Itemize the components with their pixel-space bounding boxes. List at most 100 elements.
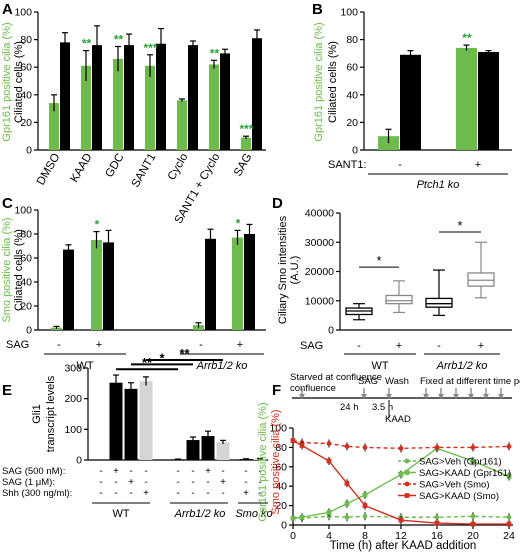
b-category-label: + bbox=[475, 159, 481, 171]
panel-label-f: F bbox=[272, 382, 281, 399]
b-y-label-black: Ciliated cells (%) bbox=[327, 41, 339, 123]
a-y-label-green: Gpr161 positive cilia (%) bbox=[1, 22, 13, 141]
e-condition-mark: - bbox=[206, 488, 209, 499]
panel-label-b: B bbox=[312, 1, 323, 18]
c-significance: * bbox=[95, 218, 100, 232]
f-timeline-event: Fixed at different time points bbox=[420, 376, 520, 387]
f-data-point bbox=[434, 445, 440, 450]
b-y-tick-label: 100 bbox=[340, 7, 358, 19]
c-row-label: SAG bbox=[6, 339, 29, 351]
e-bar bbox=[124, 388, 138, 460]
d-y-tick-label: 10000 bbox=[305, 295, 334, 307]
b-category-label: - bbox=[398, 159, 402, 171]
e-row-label: Shh (300 ng/ml): bbox=[2, 488, 72, 499]
f-x-tick-label: 8 bbox=[362, 530, 368, 542]
d-category-label: + bbox=[478, 340, 484, 352]
a-category-label: KAAD bbox=[69, 152, 95, 185]
e-condition-mark: - bbox=[244, 477, 247, 488]
e-condition-mark: - bbox=[99, 488, 102, 499]
f-legend-label: SAG>KAAD (Gpr161) bbox=[419, 468, 511, 479]
f-data-point bbox=[470, 458, 476, 464]
a-y-tick-label: 0 bbox=[26, 145, 32, 157]
f-data-point bbox=[299, 443, 305, 448]
e-bar bbox=[216, 442, 230, 460]
a-bar bbox=[92, 45, 102, 151]
e-condition-mark: - bbox=[206, 477, 209, 488]
a-significance: *** bbox=[239, 122, 253, 136]
b-bar bbox=[456, 47, 477, 150]
f-x-label: Time (h) after KAAD addition bbox=[330, 540, 477, 552]
e-condition-mark: - bbox=[129, 466, 132, 477]
f-timeline-arrowhead bbox=[299, 394, 305, 399]
b-significance: ** bbox=[462, 31, 472, 45]
e-group-label: Smo ko bbox=[235, 508, 272, 520]
e-significance: ** bbox=[142, 355, 153, 370]
f-timeline-drug: KAAD bbox=[385, 414, 411, 425]
f-data-point bbox=[344, 514, 350, 520]
e-condition-mark: - bbox=[129, 488, 132, 499]
e-condition-mark: + bbox=[243, 488, 249, 499]
e-y-tick-label: 300 bbox=[64, 363, 82, 375]
d-significance: * bbox=[376, 253, 381, 268]
f-y-tick-label: 80 bbox=[275, 442, 287, 454]
a-y-tick-label: 40 bbox=[20, 89, 32, 101]
f-timeline-arrowhead bbox=[423, 394, 429, 399]
a-y-tick-label: 80 bbox=[20, 34, 32, 46]
a-category-label: SANT1 bbox=[130, 152, 159, 190]
c-group-label: Arrb1/2 ko bbox=[196, 360, 248, 372]
e-condition-mark: - bbox=[244, 466, 247, 477]
d-y-tick-label: 40000 bbox=[305, 208, 334, 220]
b-y-label-green: Gpr161 positive cilia (%) bbox=[313, 22, 325, 141]
a-significance: *** bbox=[143, 41, 157, 55]
f-timeline-event-sub: confluence bbox=[290, 383, 336, 394]
a-bar bbox=[252, 38, 262, 150]
d-category-label: - bbox=[357, 340, 361, 352]
f-x-tick-label: 20 bbox=[467, 530, 479, 542]
a-significance: ** bbox=[210, 46, 220, 60]
e-condition-mark: - bbox=[191, 466, 194, 477]
f-data-point bbox=[506, 474, 512, 479]
c-y-tick-label: 80 bbox=[20, 229, 32, 241]
c-bar bbox=[91, 240, 102, 330]
f-timeline-duration: 3.5 h bbox=[372, 402, 393, 413]
f-data-point bbox=[470, 521, 476, 527]
f-data-point bbox=[470, 513, 476, 519]
b-y-tick-label: 60 bbox=[346, 62, 358, 74]
f-legend-marker bbox=[404, 481, 410, 487]
b-y-tick-label: 40 bbox=[346, 89, 358, 101]
f-legend-marker bbox=[404, 493, 410, 498]
e-condition-mark: + bbox=[205, 466, 211, 477]
c-bar bbox=[232, 237, 243, 330]
d-y-tick-label: 30000 bbox=[305, 237, 334, 249]
f-y-tick-label: 0 bbox=[281, 520, 287, 532]
f-y-tick-label: 100 bbox=[269, 423, 287, 435]
f-y-label-red: Smo positive cilia (%) bbox=[270, 409, 282, 514]
f-legend-marker bbox=[404, 470, 410, 475]
e-bar bbox=[94, 460, 108, 461]
d-y-label: Ciliary Smo intensities bbox=[277, 215, 289, 324]
f-data-point bbox=[506, 444, 512, 449]
e-condition-mark: - bbox=[176, 477, 179, 488]
c-bar bbox=[244, 234, 255, 330]
a-y-tick-label: 100 bbox=[14, 7, 32, 19]
e-condition-mark: + bbox=[220, 477, 226, 488]
a-significance: ** bbox=[114, 33, 124, 47]
panel-label-e: E bbox=[2, 382, 12, 399]
d-category-label: - bbox=[437, 340, 441, 352]
f-timeline-event: SAG bbox=[358, 376, 378, 387]
f-x-tick-label: 16 bbox=[431, 530, 443, 542]
e-condition-mark: - bbox=[144, 466, 147, 477]
f-data-point bbox=[398, 445, 404, 451]
a-bar bbox=[113, 58, 123, 150]
f-legend-label: SAG>Veh (Gpr161) bbox=[419, 457, 502, 468]
f-x-tick-label: 12 bbox=[395, 530, 407, 542]
f-data-point bbox=[326, 458, 332, 464]
f-y-tick-label: 20 bbox=[275, 500, 287, 512]
e-significance: * bbox=[159, 350, 165, 365]
b-group-label: Ptch1 ko bbox=[417, 179, 460, 191]
f-timeline-arrowhead bbox=[438, 394, 444, 399]
f-y-tick-label: 60 bbox=[275, 461, 287, 473]
f-legend-label: SAG>Veh (Smo) bbox=[419, 480, 490, 491]
f-legend-marker bbox=[404, 458, 410, 464]
